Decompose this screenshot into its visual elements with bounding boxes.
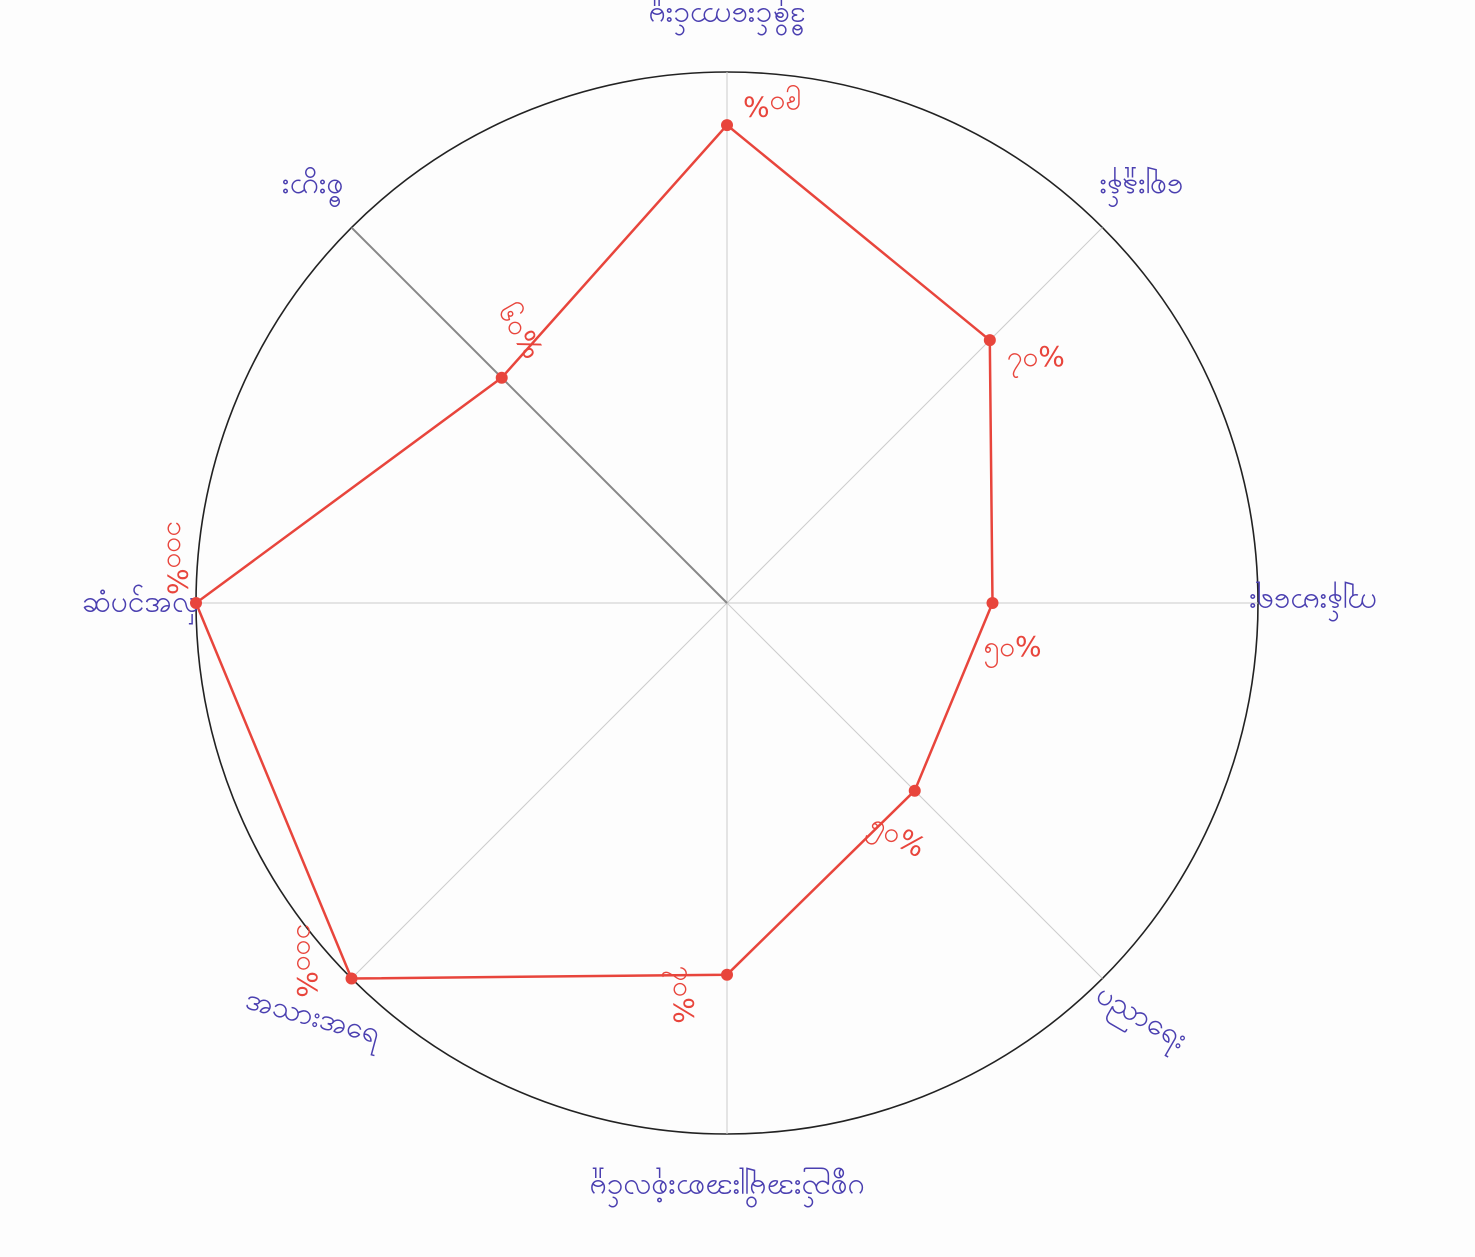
radar-point	[909, 785, 921, 797]
paper	[0, 0, 1475, 1257]
value-label: ၁၀၀%	[291, 924, 324, 998]
page: ဒီဇိုင်းကောင်းမှုဈေးနှုန်းကျန်းမာရေးပညာရ…	[0, 0, 1475, 1257]
category-label: စီးပွား	[282, 166, 344, 207]
chart: ဒီဇိုင်းကောင်းမှုဈေးနှုန်းကျန်းမာရေးပညာရ…	[0, 0, 1475, 1257]
radar-point	[346, 972, 358, 984]
radar-point	[190, 597, 202, 609]
category-label: ပစ္စည်းအမျိုးအစားစုံလင်မှု	[589, 1167, 864, 1208]
radar-point	[984, 334, 996, 346]
radar-point	[987, 597, 999, 609]
radar-point	[721, 969, 733, 981]
category-label: ဈေးနှုန်း	[1100, 166, 1184, 207]
category-label: ဒီဇိုင်းကောင်းမှု	[648, 0, 805, 36]
radar-point	[721, 119, 733, 131]
radar-point	[496, 372, 508, 384]
value-label: ၁၀၀%	[161, 521, 194, 595]
category-label: ကျန်းမာရေး	[1249, 581, 1377, 622]
